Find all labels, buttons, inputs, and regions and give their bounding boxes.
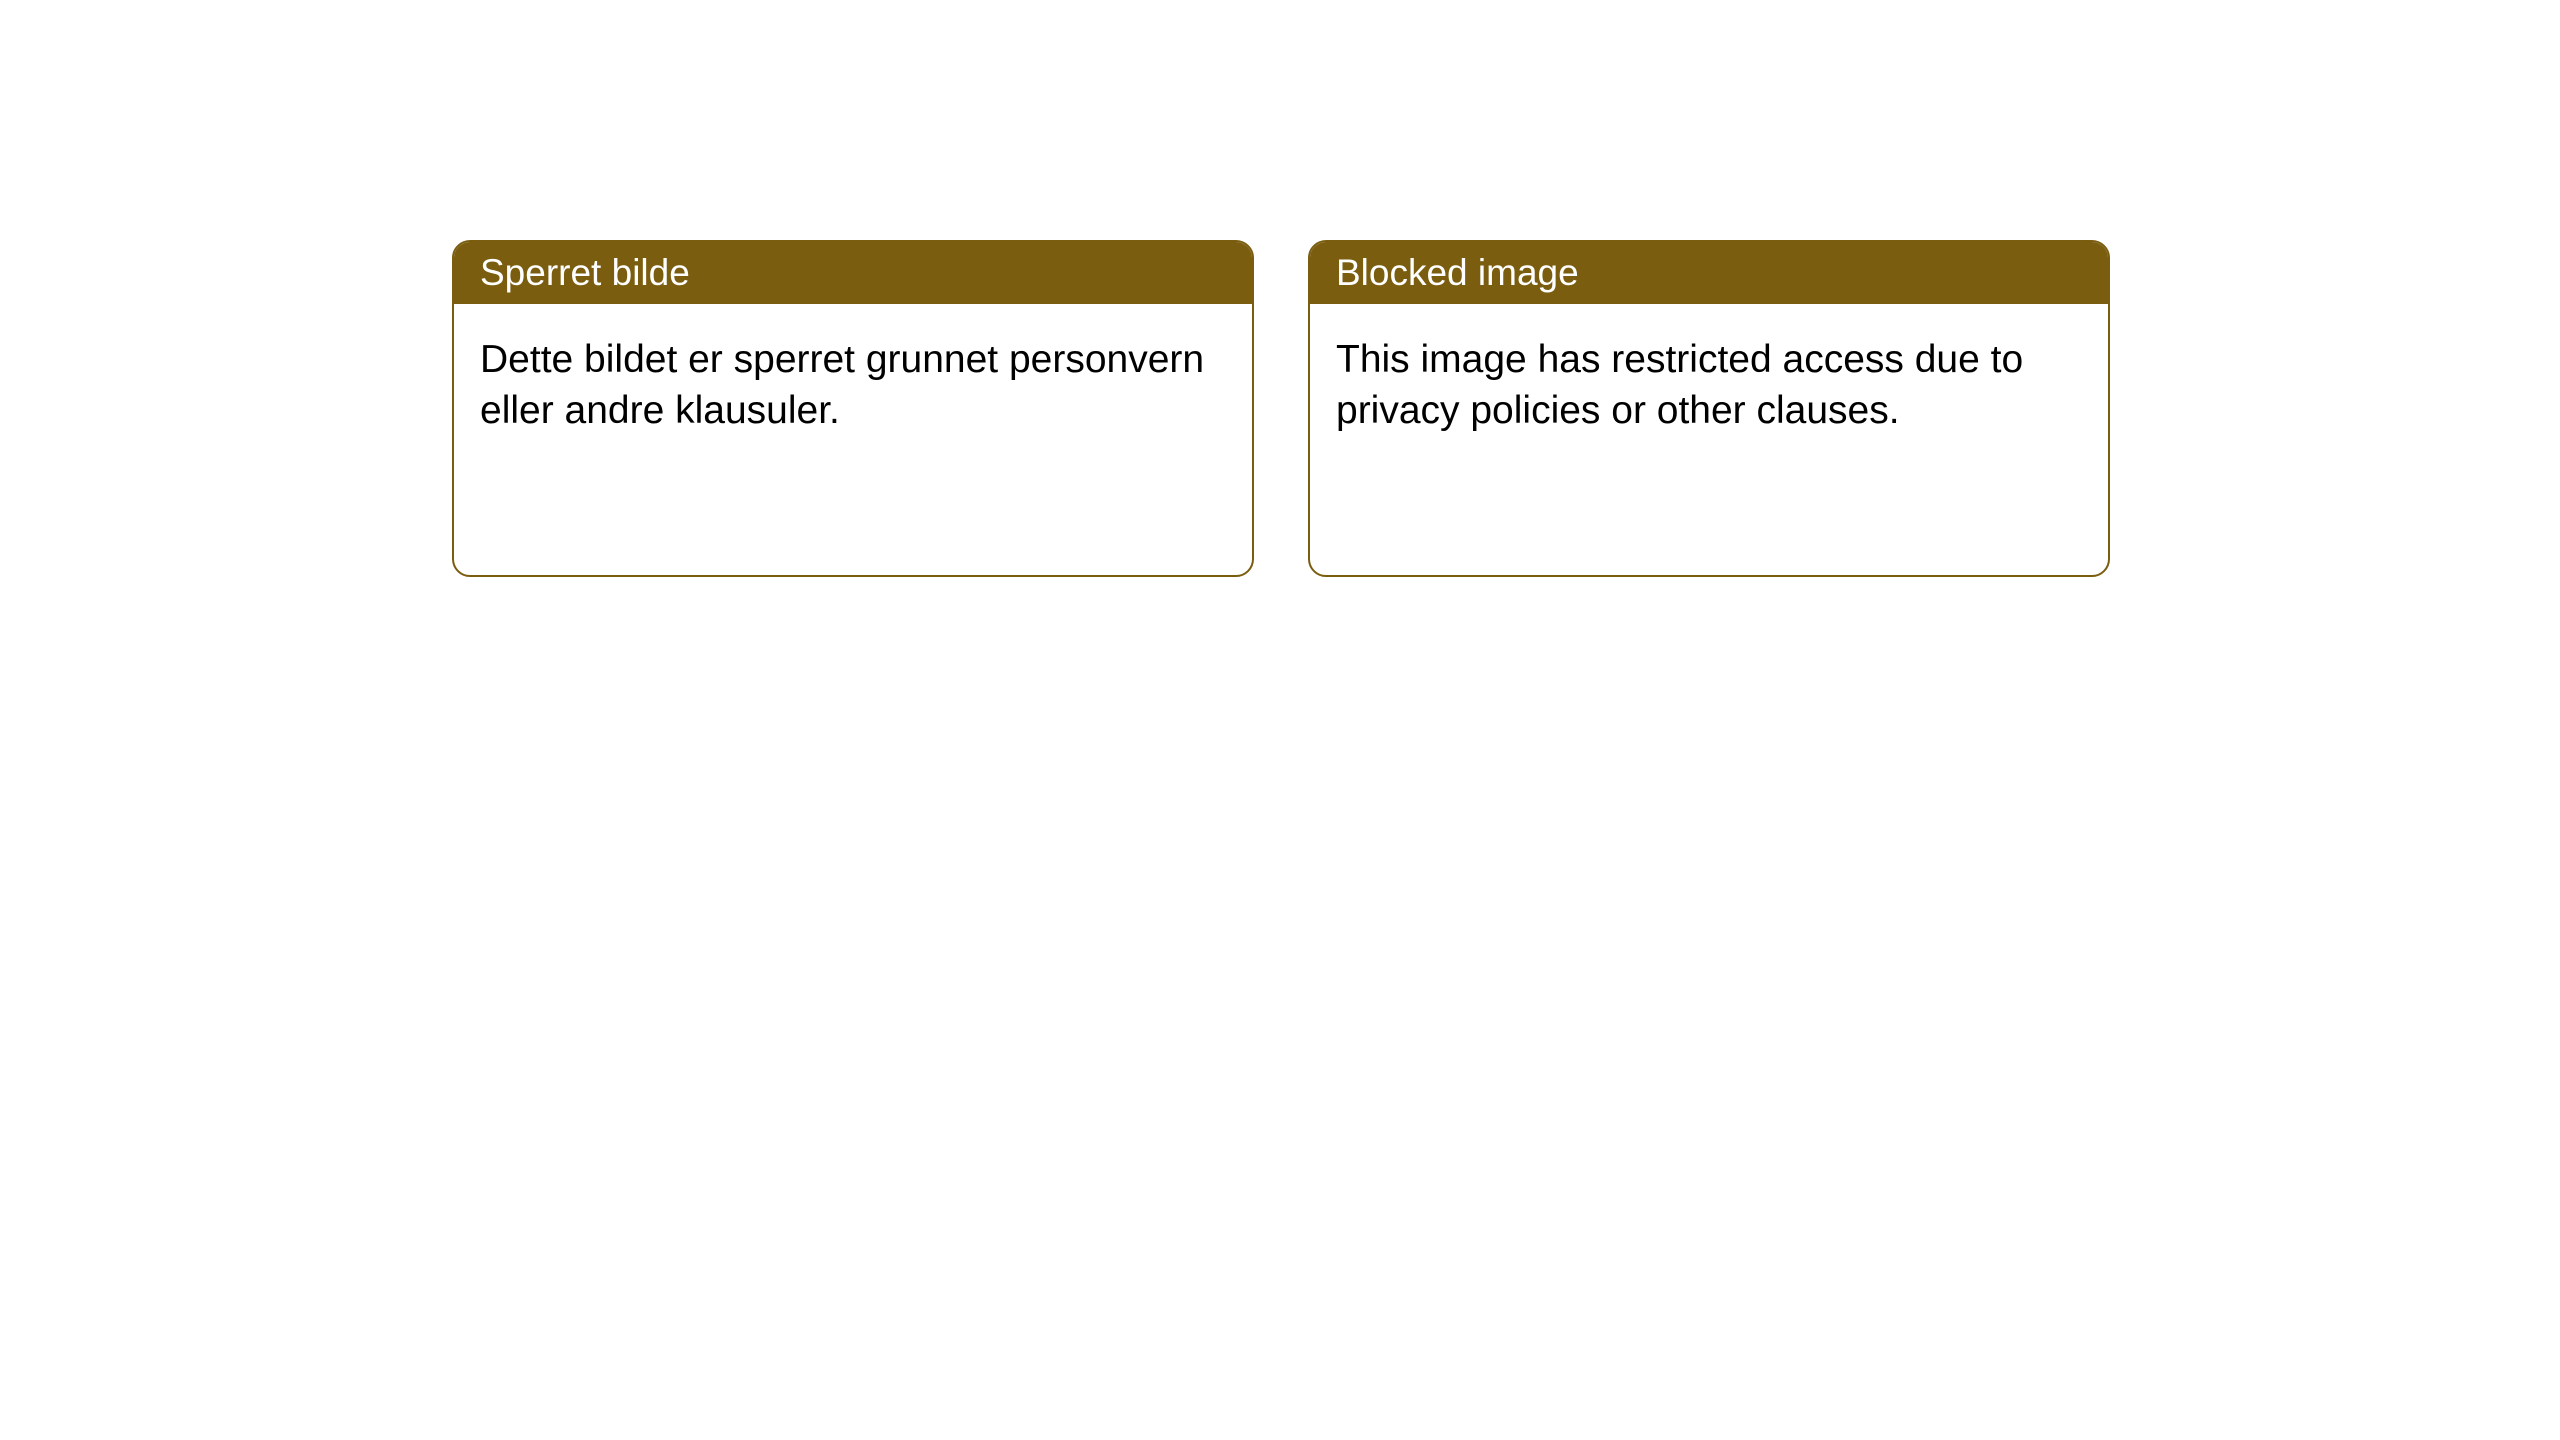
notice-container: Sperret bilde Dette bildet er sperret gr… [0,0,2560,577]
notice-text: This image has restricted access due to … [1336,338,2023,432]
notice-card-english: Blocked image This image has restricted … [1308,240,2110,577]
notice-header: Sperret bilde [454,242,1252,304]
notice-title: Blocked image [1336,252,1579,293]
notice-body: This image has restricted access due to … [1310,304,2108,467]
notice-text: Dette bildet er sperret grunnet personve… [480,338,1204,432]
notice-title: Sperret bilde [480,252,690,293]
notice-header: Blocked image [1310,242,2108,304]
notice-body: Dette bildet er sperret grunnet personve… [454,304,1252,467]
notice-card-norwegian: Sperret bilde Dette bildet er sperret gr… [452,240,1254,577]
